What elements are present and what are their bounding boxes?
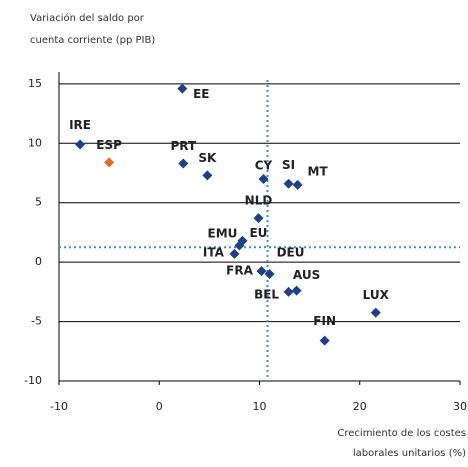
point-label: LUX [363, 288, 390, 302]
y-tick-label: 0 [35, 255, 42, 268]
point-label: NLD [245, 194, 273, 208]
x-tick-label: 0 [156, 400, 163, 413]
x-tick-label: 10 [253, 400, 267, 413]
point [264, 269, 275, 280]
point-label: MT [308, 164, 329, 178]
point [370, 307, 381, 318]
point [292, 179, 303, 190]
y-axis-title: cuenta corriente (pp PIB) [30, 35, 155, 46]
point [202, 170, 213, 181]
point-label: SI [282, 158, 295, 172]
x-axis-title: Crecimiento de los costes [337, 428, 466, 439]
y-tick-label: -5 [31, 315, 42, 328]
point [291, 285, 302, 296]
point-label: ITA [203, 245, 225, 259]
point-label: EMU [208, 226, 238, 240]
x-tick-label: -10 [50, 400, 68, 413]
point [283, 286, 294, 297]
point-label: EE [193, 87, 209, 101]
y-axis-title: Variación del saldo por [30, 12, 145, 24]
point-label: PRT [170, 139, 196, 153]
point [283, 178, 294, 189]
point-label: FIN [313, 314, 336, 328]
point-label: AUS [293, 268, 320, 282]
y-tick-label: 10 [28, 136, 42, 149]
point [178, 158, 189, 169]
point-label: SK [198, 151, 217, 165]
x-tick-label: 30 [453, 400, 467, 413]
x-tick-label: 20 [353, 400, 367, 413]
point [104, 157, 115, 168]
point-label: IRE [69, 118, 91, 132]
point-label: ESP [96, 138, 122, 152]
point-label: BEL [254, 287, 279, 301]
point [256, 266, 267, 277]
y-tick-label: -10 [24, 374, 42, 387]
point [177, 83, 188, 94]
point [253, 213, 264, 224]
y-tick-label: 15 [28, 77, 42, 90]
point [258, 173, 269, 184]
point [229, 248, 240, 259]
point-label: DEU [277, 246, 305, 260]
point-label: CY [255, 158, 273, 172]
point [234, 240, 245, 251]
point-label: EU [249, 226, 267, 240]
x-axis-title: laborales unitarios (%) [353, 448, 466, 459]
point [319, 335, 330, 346]
point-label: FRA [226, 264, 253, 278]
y-tick-label: 5 [35, 196, 42, 209]
point [75, 139, 86, 150]
